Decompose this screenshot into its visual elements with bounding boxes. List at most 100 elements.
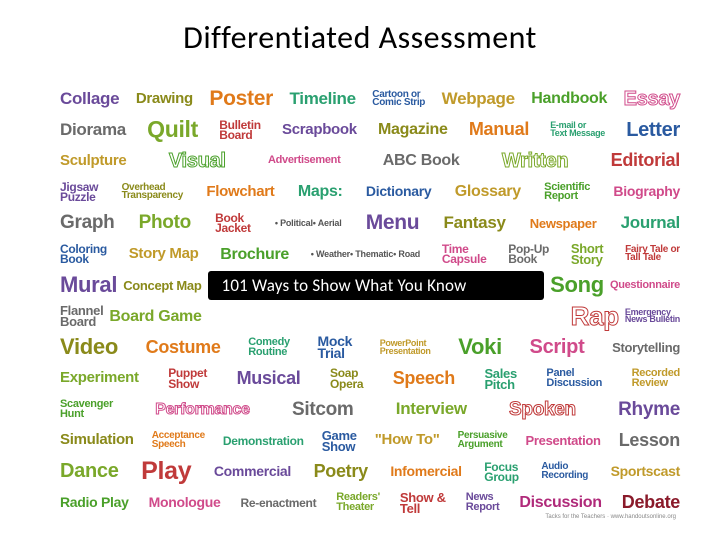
word-cell: Storytelling <box>612 342 680 353</box>
word-row: SculptureVisualAdvertisementABC BookWrit… <box>60 148 680 174</box>
word-cell: "How To" <box>375 434 440 447</box>
word-cell: Sportscast <box>611 466 680 478</box>
word-cell: Discussion <box>519 496 601 510</box>
slide: Differentiated Assessment CollageDrawing… <box>0 0 720 540</box>
word-cell: Menu <box>366 214 420 232</box>
word-cell: Musical <box>237 371 301 386</box>
word-cell: Maps: <box>298 185 343 199</box>
word-row: Video Costume ComedyRoutine MockTrial PowerP… <box>60 335 680 361</box>
word-row: CollageDrawingPosterTimelineCartoon orCo… <box>60 86 680 112</box>
word-row: Diorama Quilt BulletinBoard Scrapbook Magazi… <box>60 117 680 143</box>
word-row: Simulation AcceptanceSpeech Demonstration G… <box>60 428 680 454</box>
word-cell: Visual <box>169 153 226 170</box>
word-cell: OverheadTransparency <box>122 184 183 201</box>
word-cell: MockTrial <box>317 336 352 360</box>
word-cell: Costume <box>146 340 221 355</box>
word-cell: Radio Play <box>60 497 129 509</box>
word-cell: SoapOpera <box>330 368 363 388</box>
word-cell: Dance <box>60 463 119 480</box>
word-cell: GameShow <box>322 430 357 452</box>
word-cell: PowerPointPresentation <box>380 340 431 355</box>
word-cell: Story Map <box>129 248 199 261</box>
word-cell: AcceptanceSpeech <box>152 432 205 449</box>
word-cell: Poetry <box>314 464 368 479</box>
word-cell: Fantasy <box>443 216 505 230</box>
word-cell: EmergencyNews Bulletin <box>625 309 680 324</box>
word-cell: Fairy Tale orTall Tale <box>625 246 680 263</box>
word-cell: Rhyme <box>618 402 680 418</box>
word-cell: Handbook <box>531 92 607 106</box>
word-cell: Commercial <box>214 466 291 478</box>
word-cell: Essay <box>624 91 680 108</box>
word-cell: Brochure <box>220 248 289 262</box>
word-cell: Board Game <box>109 310 201 324</box>
word-cell: Script <box>530 339 585 356</box>
word-cell: Demonstration <box>223 436 304 446</box>
word-cell: Webpage <box>442 92 515 106</box>
word-cell: ABC Book <box>383 154 460 168</box>
word-row: DancePlayCommercialPoetryInfomercialFocu… <box>60 459 680 485</box>
word-cell: Sculpture <box>60 155 126 168</box>
word-cell: PanelDiscussion <box>546 369 602 388</box>
word-cell: Scrapbook <box>282 124 357 137</box>
word-row: ScavengerHuntPerformanceSitcomInterviewS… <box>60 397 680 423</box>
word-cloud-grid: CollageDrawingPosterTimelineCartoon orCo… <box>60 86 680 516</box>
word-cell: Diorama <box>60 123 126 137</box>
word-cell: Questionnaire <box>610 281 680 290</box>
word-cell: Editorial <box>611 153 680 168</box>
word-cell: Presentation <box>526 435 601 446</box>
word-cell: Collage <box>60 92 119 106</box>
word-cell: Photo <box>139 215 191 231</box>
word-cell: Pop-UpBook <box>508 244 549 264</box>
word-cell: Biography <box>613 186 680 198</box>
word-cell: Lesson <box>619 433 680 448</box>
word-cell: Rap <box>571 305 619 327</box>
word-cell: PuppetShow <box>168 368 207 388</box>
word-cell: Manual <box>469 122 529 137</box>
word-cell: Monologue <box>149 497 221 509</box>
word-cell: SalesPitch <box>484 368 516 390</box>
word-row: Radio PlayMonologueRe-enactmentReaders'T… <box>60 490 680 516</box>
word-row: Experiment PuppetShow Musical SoapOpera Spee… <box>60 366 680 392</box>
word-cell: Advertisement <box>268 156 341 165</box>
word-cell: • Political• Aerial <box>275 219 342 228</box>
word-cell: Magazine <box>378 123 448 137</box>
word-cell: • Weather• Thematic• Road <box>311 250 420 259</box>
word-row: MuralConcept Map101 Ways to Show What Yo… <box>60 272 680 298</box>
word-cell: Flowchart <box>206 186 274 199</box>
word-cell: Speech <box>393 371 455 386</box>
word-cell: BookJacket <box>215 213 251 233</box>
word-cell: ColoringBook <box>60 244 107 264</box>
word-cell: BulletinBoard <box>219 120 261 140</box>
word-cell: Show &Tell <box>400 492 446 514</box>
word-cell: Graph <box>60 215 114 231</box>
word-cell: Performance <box>155 403 250 417</box>
word-cell: Simulation <box>60 434 134 447</box>
word-cell: Experiment <box>60 372 139 385</box>
word-cell: ShortStory <box>571 243 603 265</box>
word-cell: Song <box>550 276 604 295</box>
word-cell: AudioRecording <box>541 463 588 480</box>
word-cell: Debate <box>622 495 680 510</box>
word-cell: ScavengerHunt <box>60 400 113 419</box>
word-cell: Drawing <box>136 93 193 106</box>
word-cell: ComedyRoutine <box>248 338 290 357</box>
word-cell: Video <box>60 338 118 357</box>
word-cell: Infomercial <box>390 466 461 478</box>
word-row: JigsawPuzzleOverheadTransparencyFlowchar… <box>60 179 680 205</box>
word-row: FlannelBoardBoard GameRapEmergencyNews B… <box>60 303 680 329</box>
word-row: ColoringBook Story Map Brochure • Weather• … <box>60 241 680 267</box>
word-cell: Mural <box>60 276 117 295</box>
word-cell: Journal <box>621 216 680 230</box>
word-cell: Voki <box>458 338 502 357</box>
word-cell: E-mail orText Message <box>550 122 605 137</box>
word-cell: FocusGroup <box>484 462 519 482</box>
word-cell: Glossary <box>455 185 521 199</box>
word-cell: Quilt <box>147 120 198 140</box>
word-cell: Spoken <box>509 402 576 418</box>
footer-credit: Tacks for the Teachers · www.handoutsonl… <box>545 514 676 520</box>
word-row: Graph Photo BookJacket • Political• Aerial M… <box>60 210 680 236</box>
word-cell: Readers'Theater <box>336 493 380 512</box>
word-cell: ScientificReport <box>544 183 590 202</box>
word-cell: Poster <box>209 90 273 108</box>
